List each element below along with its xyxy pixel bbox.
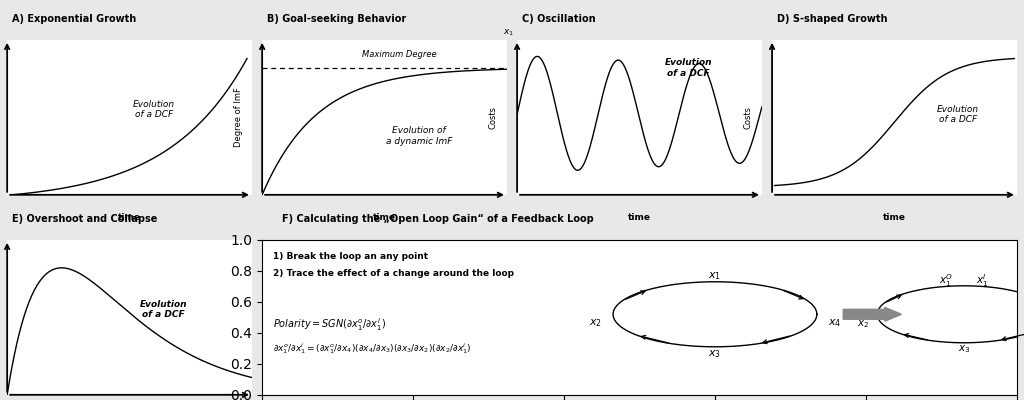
Text: $x_1^O$: $x_1^O$ [939, 272, 953, 289]
Text: C) Oscillation: C) Oscillation [521, 14, 595, 24]
Text: Evolution of
a dynamic ImF: Evolution of a dynamic ImF [386, 126, 452, 146]
Text: time: time [373, 213, 396, 222]
Text: $x_2$: $x_2$ [857, 318, 869, 330]
Text: 1) Break the loop an any point: 1) Break the loop an any point [273, 252, 429, 261]
Text: B) Goal-seeking Behavior: B) Goal-seeking Behavior [266, 14, 406, 24]
Text: A) Exponential Growth: A) Exponential Growth [11, 14, 136, 24]
Text: 2) Trace the effect of a change around the loop: 2) Trace the effect of a change around t… [273, 269, 514, 278]
Text: $x_1$: $x_1$ [709, 270, 722, 282]
Text: Evolution
of a DCF: Evolution of a DCF [133, 100, 175, 119]
Text: D) S-shaped Growth: D) S-shaped Growth [776, 14, 887, 24]
Text: Degree of ImF: Degree of ImF [233, 88, 243, 147]
Text: time: time [883, 213, 906, 222]
Text: Evolution
of a DCF: Evolution of a DCF [665, 58, 712, 78]
Text: $\partial x_1^o / \partial x_1^i = (\partial x_1^o / \partial x_4)(\partial x_4 : $\partial x_1^o / \partial x_1^i = (\par… [273, 341, 472, 356]
Text: Costs: Costs [488, 106, 498, 129]
Text: $x_3$: $x_3$ [957, 343, 970, 355]
Text: E) Overshoot and Collapse: E) Overshoot and Collapse [11, 214, 157, 224]
Text: F) Calculating the „Open Loop Gain“ of a Feedback Loop: F) Calculating the „Open Loop Gain“ of a… [282, 214, 594, 224]
Text: $x_4$: $x_4$ [827, 317, 841, 328]
Text: time: time [628, 213, 651, 222]
Text: $x_1$: $x_1$ [503, 28, 514, 38]
Text: Evolution
of a DCF: Evolution of a DCF [140, 300, 187, 319]
Text: Maximum Degree: Maximum Degree [361, 50, 436, 58]
Text: $x_2$: $x_2$ [589, 317, 602, 328]
Text: Costs: Costs [743, 106, 753, 129]
Text: Evolution
of a DCF: Evolution of a DCF [937, 104, 979, 124]
Text: $x_1^I$: $x_1^I$ [976, 272, 988, 289]
FancyArrow shape [843, 307, 901, 321]
Text: time: time [118, 213, 141, 222]
Text: $x_3$: $x_3$ [709, 348, 722, 360]
Text: $\mathit{Polarity} = \mathit{SGN}(\partial x_1^o / \partial x_1^i)$: $\mathit{Polarity} = \mathit{SGN}(\parti… [273, 316, 386, 333]
